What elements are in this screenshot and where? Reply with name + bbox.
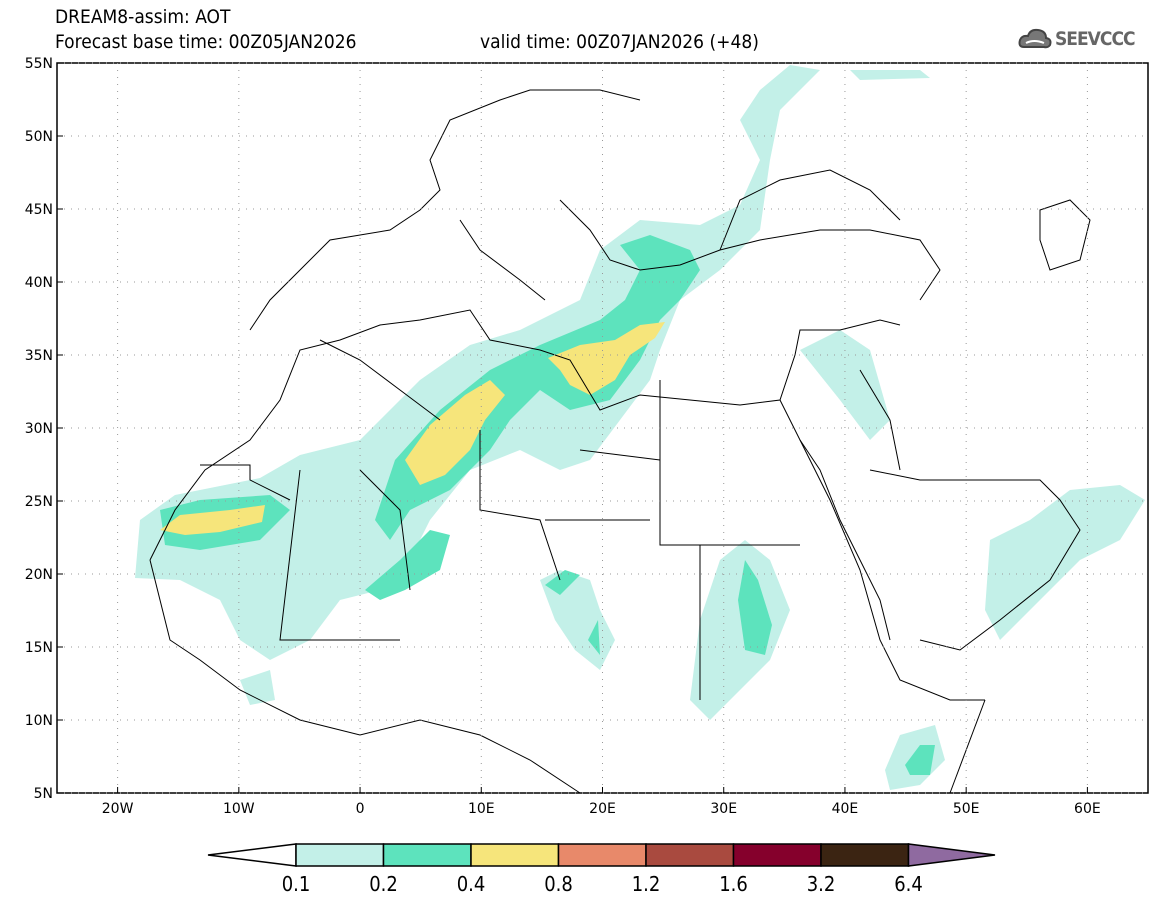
colorbar-swatch (820, 843, 910, 867)
lon-tick-label: 30E (710, 801, 737, 817)
graticule (57, 62, 1148, 794)
lon-tick-label: 0 (356, 801, 365, 817)
colorbar-swatch (295, 843, 385, 867)
axis-ticks: 20W 10W 0 10E 20E 30E 40E 50E 60E 55N 50N 45N 40N 35N… (25, 56, 1101, 817)
lon-tick-label: 10E (468, 801, 495, 817)
lat-tick-label: 45N (25, 202, 53, 218)
cloud-icon (1018, 28, 1052, 49)
colorbar-label: 1.2 (631, 872, 661, 896)
lat-tick-label: 50N (25, 129, 53, 145)
dust-plume-green-mali (365, 530, 450, 600)
lat-tick-label: 10N (25, 713, 53, 729)
colorbar-label: 0.1 (281, 872, 311, 896)
lat-tick-label: 20N (25, 567, 53, 583)
colorbar-label: 0.4 (456, 872, 486, 896)
colorbar-label: 0.2 (369, 872, 398, 896)
lon-tick-label: 50E (953, 801, 980, 817)
colorbar-label: 0.8 (544, 872, 573, 896)
lat-tick-label: 15N (25, 640, 53, 656)
dust-plume-green-sudan (738, 560, 772, 655)
dust-plume-green-chad (545, 570, 580, 595)
dust-plume-green-somalia (905, 745, 935, 775)
lat-tick-label: 25N (25, 494, 53, 510)
colorbar-label: 6.4 (894, 872, 923, 896)
colorbar-swatch (557, 843, 647, 867)
forecast-base-time: Forecast base time: 00Z05JAN2026 (55, 31, 357, 53)
seevccc-logo: SEEVCCC (1018, 27, 1136, 51)
dust-aot-fields (135, 65, 1145, 790)
valid-time: valid time: 00Z07JAN2026 (+48) (480, 31, 759, 53)
lat-tick-label: 5N (34, 786, 53, 802)
logo-text: SEEVCCC (1055, 28, 1136, 50)
dust-plume-yellow-libya (548, 322, 665, 395)
dust-plume-yellow-mauritania (160, 505, 265, 535)
dust-plume-light-main (135, 65, 820, 660)
lon-tick-label: 20E (589, 801, 616, 817)
coastlines-and-borders (149, 89, 1091, 794)
lon-tick-label: 10W (223, 801, 255, 817)
colorbar-over-triangle (907, 843, 996, 867)
lon-tick-label: 20W (102, 801, 134, 817)
dust-plume-light-sahel (240, 670, 275, 705)
colorbar-swatch (470, 843, 560, 867)
colorbar-swatch (645, 843, 735, 867)
lat-tick-label: 55N (25, 56, 53, 72)
colorbar-label: 1.6 (719, 872, 748, 896)
colorbar-under-triangle (207, 843, 297, 867)
colorbar-swatch (382, 843, 472, 867)
dust-plume-yellow-algeria (405, 380, 505, 485)
colorbar (207, 843, 996, 867)
dust-plume-light-red-sea (690, 540, 790, 720)
colorbar-label: 3.2 (806, 872, 836, 896)
dust-plume-light-north (850, 70, 930, 80)
lon-tick-label: 40E (832, 801, 859, 817)
lon-tick-label: 60E (1074, 801, 1101, 817)
dust-plume-green-niger (588, 620, 600, 655)
lat-tick-label: 35N (25, 348, 53, 364)
lat-tick-label: 40N (25, 275, 53, 291)
lat-tick-label: 30N (25, 421, 53, 437)
map-title: DREAM8-assim: AOT (55, 6, 231, 28)
dust-plume-light-oman (985, 485, 1145, 640)
colorbar-swatch (732, 843, 822, 867)
